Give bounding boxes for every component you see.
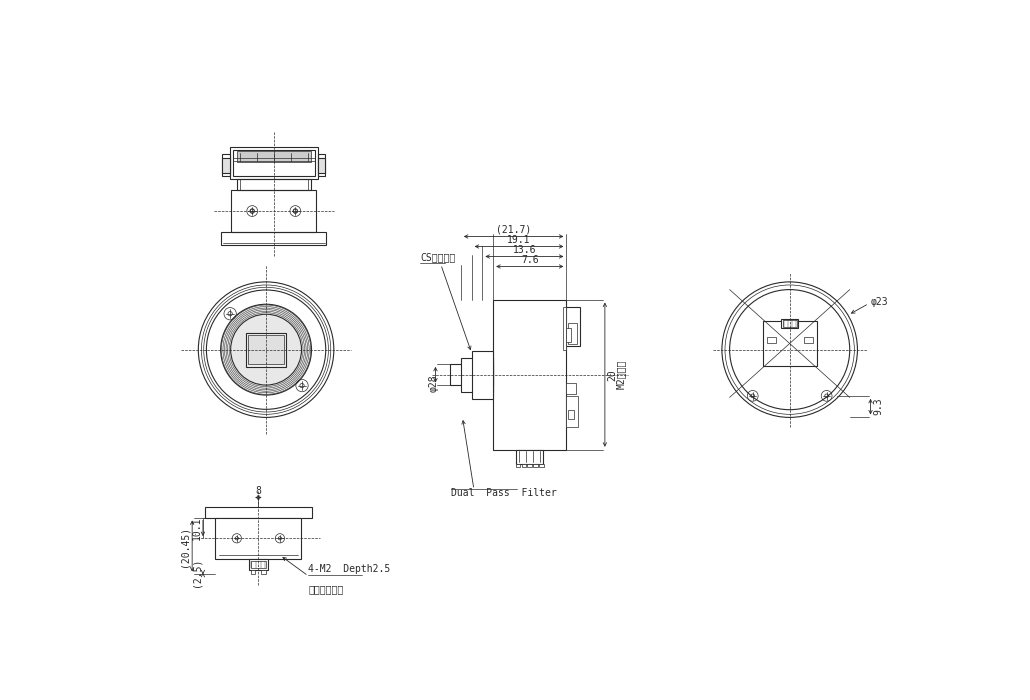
Bar	[233, 150, 314, 176]
Bar	[562, 307, 566, 349]
Text: 10.1: 10.1	[192, 517, 202, 540]
Bar	[783, 321, 796, 326]
Bar	[527, 463, 533, 468]
Bar	[222, 155, 230, 176]
Bar	[205, 507, 311, 517]
Bar	[472, 351, 493, 398]
Bar	[763, 321, 817, 366]
Text: (20.45): (20.45)	[180, 526, 190, 566]
Bar	[250, 570, 255, 575]
Bar	[566, 396, 578, 427]
Bar	[222, 158, 230, 173]
Bar	[566, 328, 571, 342]
Text: 対面同一形状: 対面同一形状	[308, 584, 344, 594]
Text: φ23: φ23	[870, 297, 888, 307]
Bar	[230, 147, 317, 179]
Bar	[221, 232, 327, 244]
Bar	[317, 158, 325, 173]
Text: 4-M2  Depth2.5: 4-M2 Depth2.5	[308, 564, 390, 575]
Text: 8: 8	[255, 486, 262, 496]
Text: Dual  Pass  Filter: Dual Pass Filter	[451, 489, 556, 498]
Bar	[803, 337, 813, 344]
Bar	[262, 570, 266, 575]
Bar	[450, 364, 493, 386]
Bar	[566, 307, 580, 346]
Text: CSマウント: CSマウント	[420, 253, 455, 262]
Text: (2.5): (2.5)	[192, 557, 202, 587]
Bar	[460, 358, 493, 391]
Text: 19.1: 19.1	[507, 235, 530, 245]
Bar	[534, 463, 538, 468]
Bar	[766, 337, 776, 344]
Bar	[516, 463, 520, 468]
Bar	[248, 335, 284, 364]
Bar	[246, 332, 286, 367]
Text: M2ねじ面: M2ねじ面	[616, 360, 625, 389]
Bar	[540, 463, 544, 468]
Bar	[237, 179, 311, 190]
Text: 13.6: 13.6	[513, 245, 537, 255]
Bar	[249, 559, 268, 570]
Bar	[317, 155, 325, 176]
Text: 9.3: 9.3	[873, 398, 884, 415]
Bar	[568, 410, 574, 419]
Bar	[237, 151, 311, 162]
Text: (21.7): (21.7)	[496, 225, 531, 235]
Bar	[250, 561, 266, 568]
Bar	[521, 463, 526, 468]
Ellipse shape	[220, 304, 311, 395]
Text: 7.6: 7.6	[521, 255, 539, 265]
Bar	[566, 383, 576, 394]
Bar	[493, 300, 567, 450]
Bar	[232, 190, 316, 232]
Bar	[516, 450, 543, 463]
Bar	[781, 318, 798, 328]
Bar	[215, 517, 302, 559]
Bar	[568, 323, 577, 344]
Text: 20: 20	[607, 369, 617, 381]
Text: φ28: φ28	[428, 374, 438, 392]
